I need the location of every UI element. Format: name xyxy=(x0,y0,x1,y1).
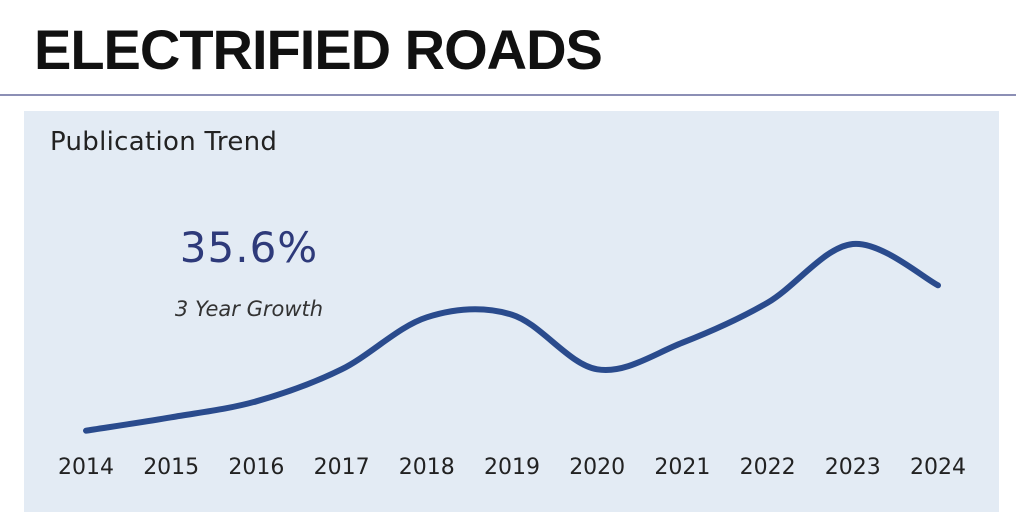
x-tick-label: 2016 xyxy=(228,455,284,480)
x-tick-label: 2023 xyxy=(825,455,881,480)
kpi-value: 35.6% xyxy=(179,223,319,272)
x-tick-label: 2019 xyxy=(484,455,540,480)
header-divider xyxy=(0,94,1016,96)
card-title: Publication Trend xyxy=(50,127,278,157)
trend-chart: 2014 2015 2016 2017 2018 2019 2020 2021 2022 2023… xyxy=(58,240,966,480)
x-tick-label: 2020 xyxy=(569,455,625,480)
publication-trend-card: Publication Trend 35.6% 3 Year Growth 20… xyxy=(24,111,999,512)
trend-line xyxy=(83,240,941,434)
x-axis-ticks: 2014 2015 2016 2017 2018 2019 2020 2021 2022 2023… xyxy=(58,455,966,480)
x-tick-label: 2018 xyxy=(399,455,455,480)
x-tick-label: 2017 xyxy=(314,455,370,480)
page-title: ELECTRIFIED ROADS xyxy=(34,18,603,81)
x-tick-label: 2014 xyxy=(58,455,114,480)
x-tick-label: 2021 xyxy=(654,455,710,480)
x-tick-label: 2024 xyxy=(910,455,966,480)
x-tick-label: 2015 xyxy=(143,455,199,480)
x-tick-label: 2022 xyxy=(740,455,796,480)
kpi-label: 3 Year Growth xyxy=(174,297,324,321)
